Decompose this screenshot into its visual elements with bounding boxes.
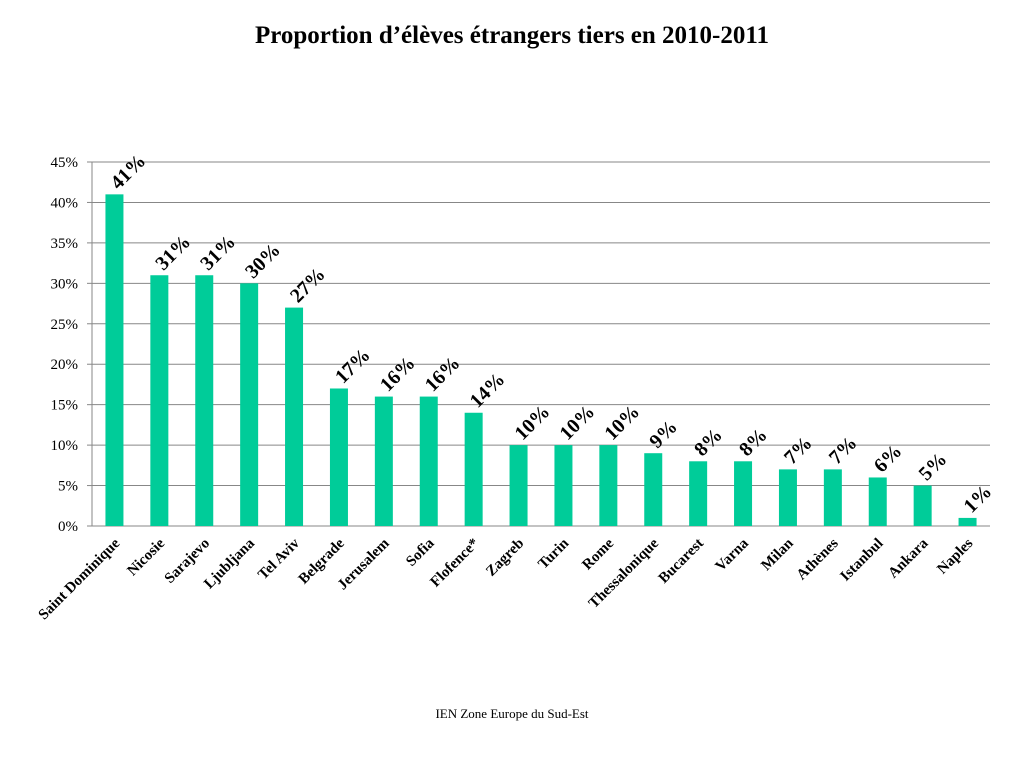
bar (464, 412, 483, 526)
data-label: 8% (690, 424, 727, 461)
bar (509, 445, 528, 526)
bar (195, 275, 214, 526)
data-label: 31% (196, 231, 240, 275)
bar (823, 469, 842, 526)
data-label: 5% (915, 448, 952, 485)
x-tick-label: Zagreb (483, 536, 527, 580)
gridlines (92, 161, 990, 527)
data-label: 14% (466, 368, 510, 412)
x-tick-label: Istanbul (838, 536, 887, 585)
bar (105, 194, 124, 526)
x-tick-label: Athènes (794, 535, 842, 583)
x-tick-label: Turin (535, 535, 572, 572)
bar (150, 275, 169, 526)
bar (599, 445, 618, 526)
data-label: 41% (106, 150, 150, 194)
bar (285, 307, 304, 526)
x-tick-label: Ankara (885, 535, 931, 581)
data-label: 17% (331, 344, 375, 388)
x-tick-label: Flofence* (428, 536, 483, 591)
bar (554, 445, 573, 526)
x-tick-label: Sofia (403, 535, 438, 570)
x-tick-label: Nicosie (124, 535, 168, 579)
bar (868, 477, 887, 526)
y-tick-label: 15% (51, 398, 79, 414)
bar (329, 388, 348, 526)
data-label: 7% (780, 432, 817, 469)
data-labels: 41%31% 31% 30%27%17% 16% 16% 14%10% 10% 10% 9% 8%… (106, 150, 996, 517)
y-tick-label: 20% (51, 357, 79, 373)
data-label: 16% (376, 352, 420, 396)
data-label: 10% (511, 401, 555, 445)
y-tick-label: 45% (51, 155, 79, 171)
bar (689, 461, 708, 526)
x-axis-ticks: Saint Dominique NicosieSarajevoLjubljanaT… (36, 535, 977, 623)
footer-source: IEN Zone Europe du Sud-Est (435, 706, 589, 721)
bar (913, 485, 932, 526)
y-tick-label: 25% (51, 317, 79, 333)
x-tick-label: Saint Dominique (36, 535, 124, 623)
data-label: 10% (600, 401, 644, 445)
y-tick-label: 40% (51, 195, 79, 211)
data-label: 6% (870, 440, 907, 477)
chart-title: Proportion d’élèves étrangers tiers en 2… (254, 22, 769, 49)
data-label: 9% (645, 416, 682, 453)
bar-chart: 0%5%10%15%20%25%30%35%40%45% 41%31% 31% 30… (36, 150, 997, 623)
bar (734, 461, 753, 526)
x-tick-label: Bucarest (656, 536, 707, 587)
data-label: 8% (735, 424, 772, 461)
data-label: 27% (286, 263, 330, 307)
data-label: 7% (825, 432, 862, 469)
x-tick-label: Rome (579, 535, 617, 573)
y-tick-label: 10% (51, 438, 79, 454)
bar (240, 283, 259, 526)
y-tick-label: 30% (51, 276, 79, 292)
bar (958, 517, 977, 526)
x-tick-label: Milan (758, 535, 797, 574)
bars (105, 194, 977, 526)
data-label: 16% (421, 352, 465, 396)
y-tick-label: 35% (51, 236, 79, 252)
data-label: 31% (151, 231, 195, 275)
bar (419, 396, 438, 526)
x-tick-label: Naples (934, 535, 976, 577)
bar (644, 453, 663, 526)
data-label: 30% (241, 239, 285, 283)
bar (778, 469, 797, 526)
y-axis-ticks: 0% 5% 10% 15% 20% 25% 30% 35% 40% 45% (51, 155, 93, 535)
x-tick-label: Varna (713, 535, 753, 575)
bar (374, 396, 393, 526)
y-tick-label: 5% (58, 479, 78, 495)
data-label: 1% (960, 481, 997, 518)
data-label: 10% (555, 401, 599, 445)
y-tick-label: 0% (58, 519, 78, 535)
